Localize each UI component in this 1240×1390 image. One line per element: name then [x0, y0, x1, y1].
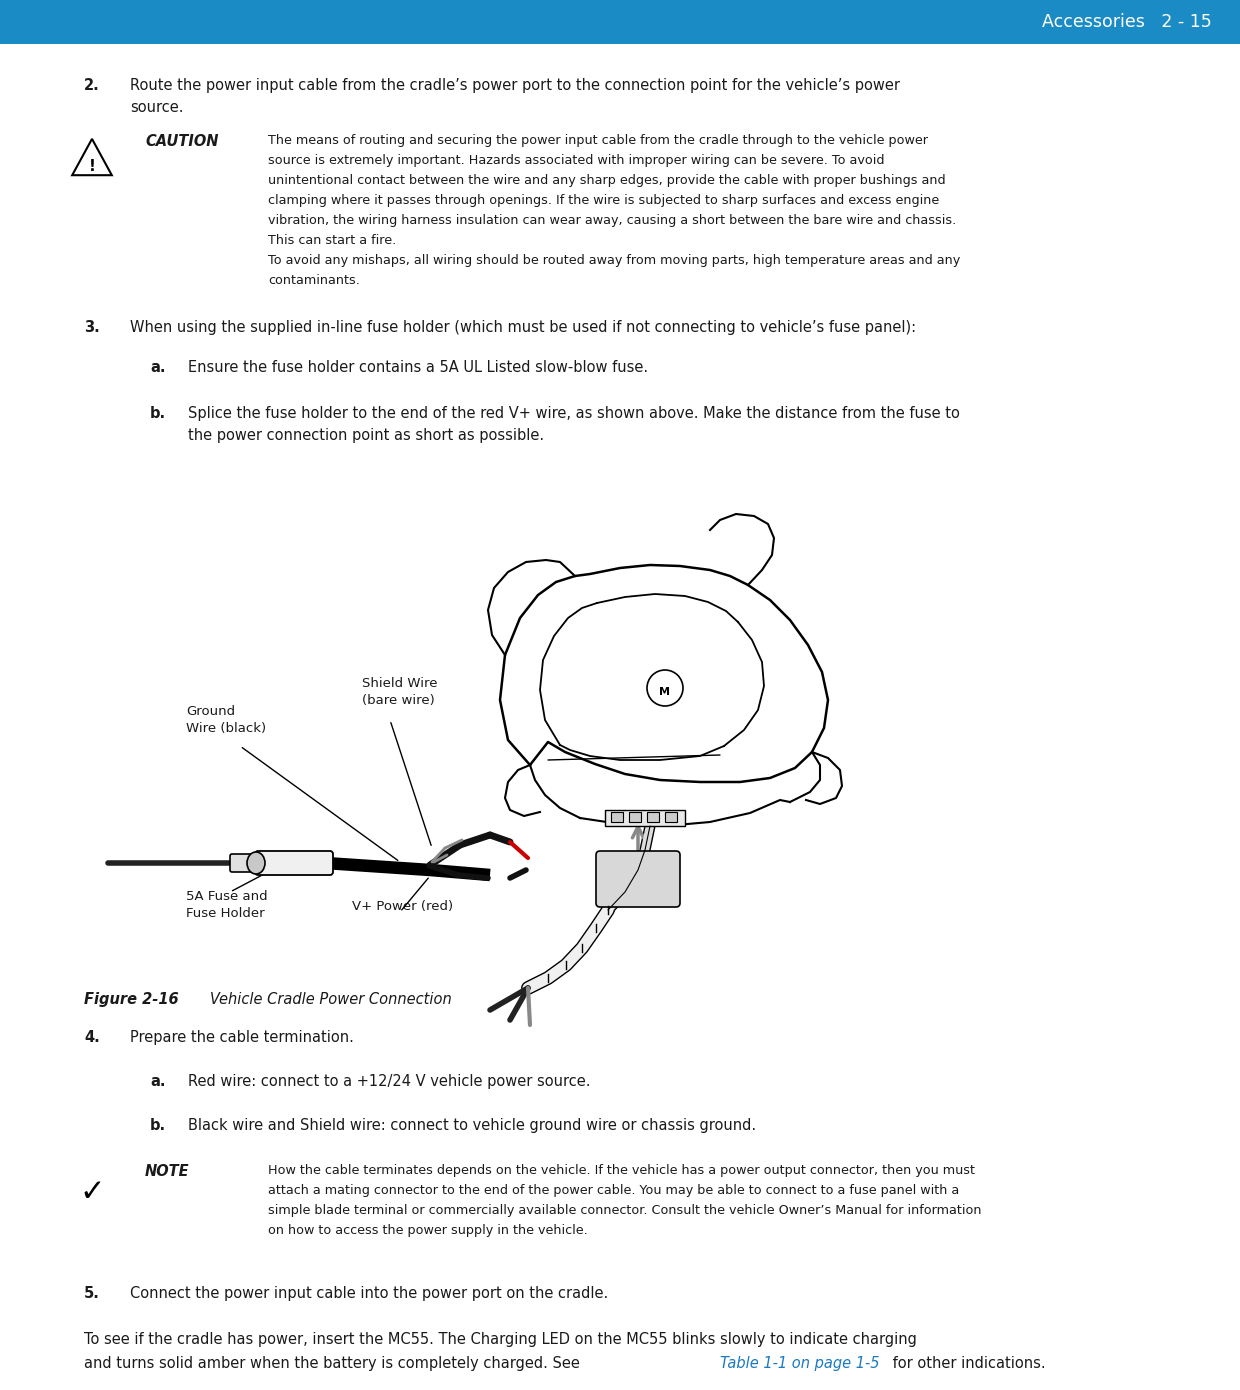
Text: Ensure the fuse holder contains a 5A UL Listed slow-blow fuse.: Ensure the fuse holder contains a 5A UL …	[188, 360, 649, 375]
Text: simple blade terminal or commercially available connector. Consult the vehicle O: simple blade terminal or commercially av…	[268, 1204, 982, 1218]
Text: 5.: 5.	[84, 1286, 100, 1301]
Text: for other indications.: for other indications.	[888, 1357, 1045, 1371]
Text: contaminants.: contaminants.	[268, 274, 360, 286]
FancyBboxPatch shape	[665, 812, 677, 821]
Text: on how to access the power supply in the vehicle.: on how to access the power supply in the…	[268, 1225, 588, 1237]
Text: attach a mating connector to the end of the power cable. You may be able to conn: attach a mating connector to the end of …	[268, 1184, 960, 1197]
Text: Vehicle Cradle Power Connection: Vehicle Cradle Power Connection	[196, 992, 451, 1006]
Text: 4.: 4.	[84, 1030, 99, 1045]
Text: and turns solid amber when the battery is completely charged. See: and turns solid amber when the battery i…	[84, 1357, 584, 1371]
Text: Wire (black): Wire (black)	[186, 721, 267, 735]
FancyBboxPatch shape	[647, 812, 658, 821]
Text: CAUTION: CAUTION	[145, 133, 218, 149]
Text: b.: b.	[150, 406, 166, 421]
FancyBboxPatch shape	[629, 812, 641, 821]
FancyBboxPatch shape	[229, 853, 262, 872]
Text: 3.: 3.	[84, 320, 99, 335]
FancyBboxPatch shape	[605, 810, 684, 826]
Text: Figure 2-16: Figure 2-16	[84, 992, 179, 1006]
Text: unintentional contact between the wire and any sharp edges, provide the cable wi: unintentional contact between the wire a…	[268, 174, 946, 188]
FancyBboxPatch shape	[611, 812, 622, 821]
Text: This can start a fire.: This can start a fire.	[268, 234, 397, 247]
Text: Accessories   2 - 15: Accessories 2 - 15	[1043, 13, 1211, 31]
Text: How the cable terminates depends on the vehicle. If the vehicle has a power outp: How the cable terminates depends on the …	[268, 1163, 975, 1177]
Text: To see if the cradle has power, insert the MC55. The Charging LED on the MC55 bl: To see if the cradle has power, insert t…	[84, 1332, 916, 1347]
Bar	[0, 0, 1240, 44]
Text: Fuse Holder: Fuse Holder	[186, 908, 264, 920]
Text: source is extremely important. Hazards associated with improper wiring can be se: source is extremely important. Hazards a…	[268, 154, 884, 167]
Text: Connect the power input cable into the power port on the cradle.: Connect the power input cable into the p…	[130, 1286, 609, 1301]
Text: When using the supplied in-line fuse holder (which must be used if not connectin: When using the supplied in-line fuse hol…	[130, 320, 916, 335]
Text: 2.: 2.	[84, 78, 99, 93]
Text: source.: source.	[130, 100, 184, 115]
Text: Black wire and Shield wire: connect to vehicle ground wire or chassis ground.: Black wire and Shield wire: connect to v…	[188, 1118, 756, 1133]
Text: !: !	[88, 158, 95, 174]
Text: 5A Fuse and: 5A Fuse and	[186, 890, 268, 904]
Text: a.: a.	[150, 360, 165, 375]
Text: To avoid any mishaps, all wiring should be routed away from moving parts, high t: To avoid any mishaps, all wiring should …	[268, 254, 960, 267]
Text: Ground: Ground	[186, 705, 236, 719]
Text: (bare wire): (bare wire)	[362, 694, 435, 708]
FancyBboxPatch shape	[255, 851, 334, 874]
Text: Table 1-1 on page 1-5: Table 1-1 on page 1-5	[720, 1357, 879, 1371]
Text: NOTE: NOTE	[145, 1163, 190, 1179]
Text: ✓: ✓	[79, 1177, 104, 1207]
Ellipse shape	[247, 852, 265, 874]
Text: a.: a.	[150, 1074, 165, 1088]
Text: b.: b.	[150, 1118, 166, 1133]
Text: Shield Wire: Shield Wire	[362, 677, 438, 689]
FancyBboxPatch shape	[596, 851, 680, 908]
Text: M: M	[660, 687, 671, 696]
Text: the power connection point as short as possible.: the power connection point as short as p…	[188, 428, 544, 443]
Text: Prepare the cable termination.: Prepare the cable termination.	[130, 1030, 353, 1045]
Text: clamping where it passes through openings. If the wire is subjected to sharp sur: clamping where it passes through opening…	[268, 195, 939, 207]
Text: V+ Power (red): V+ Power (red)	[352, 899, 453, 913]
Text: The means of routing and securing the power input cable from the cradle through : The means of routing and securing the po…	[268, 133, 928, 147]
Text: Splice the fuse holder to the end of the red V+ wire, as shown above. Make the d: Splice the fuse holder to the end of the…	[188, 406, 960, 421]
Text: Route the power input cable from the cradle’s power port to the connection point: Route the power input cable from the cra…	[130, 78, 900, 93]
Text: Red wire: connect to a +12/24 V vehicle power source.: Red wire: connect to a +12/24 V vehicle …	[188, 1074, 590, 1088]
Text: vibration, the wiring harness insulation can wear away, causing a short between : vibration, the wiring harness insulation…	[268, 214, 956, 227]
